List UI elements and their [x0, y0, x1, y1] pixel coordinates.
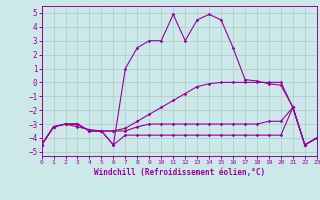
X-axis label: Windchill (Refroidissement éolien,°C): Windchill (Refroidissement éolien,°C) [94, 168, 265, 177]
